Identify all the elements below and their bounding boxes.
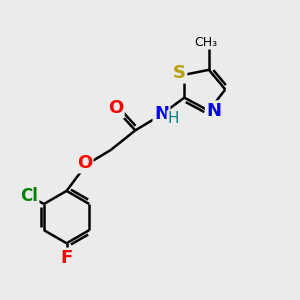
Text: O: O xyxy=(108,99,123,117)
Text: S: S xyxy=(173,64,186,82)
Text: O: O xyxy=(77,154,92,172)
Text: N: N xyxy=(154,105,169,123)
Text: CH₃: CH₃ xyxy=(194,35,217,49)
Text: Cl: Cl xyxy=(20,187,38,205)
Text: F: F xyxy=(60,249,73,267)
Text: H: H xyxy=(168,111,179,126)
Text: N: N xyxy=(206,102,221,120)
